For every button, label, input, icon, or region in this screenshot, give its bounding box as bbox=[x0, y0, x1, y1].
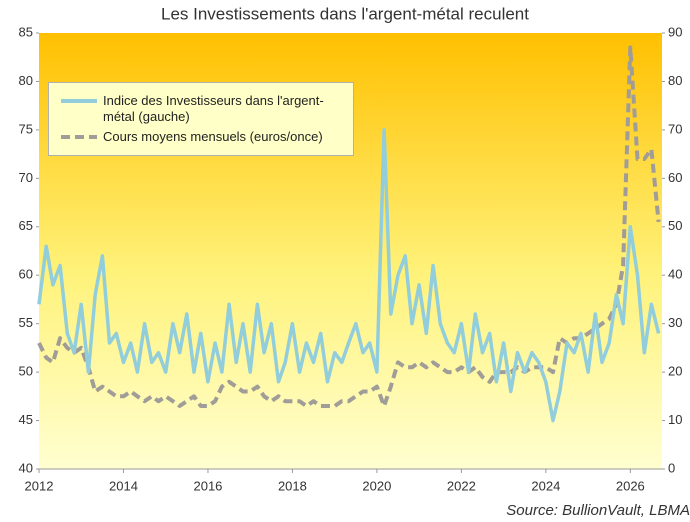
y-tick-label: 45 bbox=[19, 412, 33, 427]
y-tick-label: 55 bbox=[19, 315, 33, 330]
y-tick-label: 65 bbox=[19, 218, 33, 233]
y2-tick-label: 40 bbox=[668, 267, 682, 282]
x-tick-label: 2018 bbox=[278, 478, 307, 493]
y2-tick-label: 30 bbox=[668, 315, 682, 330]
y2-tick-label: 70 bbox=[668, 121, 682, 136]
x-tick-label: 2014 bbox=[109, 478, 138, 493]
legend-swatch bbox=[61, 135, 97, 139]
y-tick-label: 75 bbox=[19, 121, 33, 136]
legend: Indice des Investisseurs dans l'argent-m… bbox=[48, 82, 354, 156]
y-tick-label: 40 bbox=[19, 460, 33, 475]
series-line bbox=[37, 128, 661, 423]
y-tick-label: 60 bbox=[19, 267, 33, 282]
legend-label: Indice des Investisseurs dans l'argent-m… bbox=[103, 93, 324, 124]
x-tick-label: 2020 bbox=[362, 478, 391, 493]
y2-tick-label: 10 bbox=[668, 412, 682, 427]
y2-tick-label: 60 bbox=[668, 170, 682, 185]
y2-tick-label: 90 bbox=[668, 24, 682, 39]
x-tick-label: 2012 bbox=[25, 478, 54, 493]
y-tick-label: 80 bbox=[19, 73, 33, 88]
x-tick-label: 2024 bbox=[531, 478, 560, 493]
y-tick-label: 85 bbox=[19, 24, 33, 39]
series-line bbox=[37, 45, 661, 408]
x-tick-label: 2022 bbox=[447, 478, 476, 493]
y2-tick-label: 0 bbox=[668, 460, 675, 475]
chart-title: Les Investissements dans l'argent-métal … bbox=[161, 4, 529, 23]
legend-entry: Cours moyens mensuels (euros/once) bbox=[57, 129, 345, 145]
source: Source: BullionVault, LBMA bbox=[506, 502, 690, 519]
y2-tick-label: 20 bbox=[668, 364, 682, 379]
x-tick-label: 2026 bbox=[616, 478, 645, 493]
y-tick-label: 70 bbox=[19, 170, 33, 185]
legend-entry: Indice des Investisseurs dans l'argent-m… bbox=[57, 93, 345, 125]
y-tick-label: 50 bbox=[19, 364, 33, 379]
x-tick-label: 2016 bbox=[193, 478, 222, 493]
legend-label: Cours moyens mensuels (euros/once) bbox=[103, 129, 323, 144]
y2-tick-label: 50 bbox=[668, 218, 682, 233]
legend-swatch bbox=[61, 99, 97, 103]
y2-tick-label: 80 bbox=[668, 73, 682, 88]
